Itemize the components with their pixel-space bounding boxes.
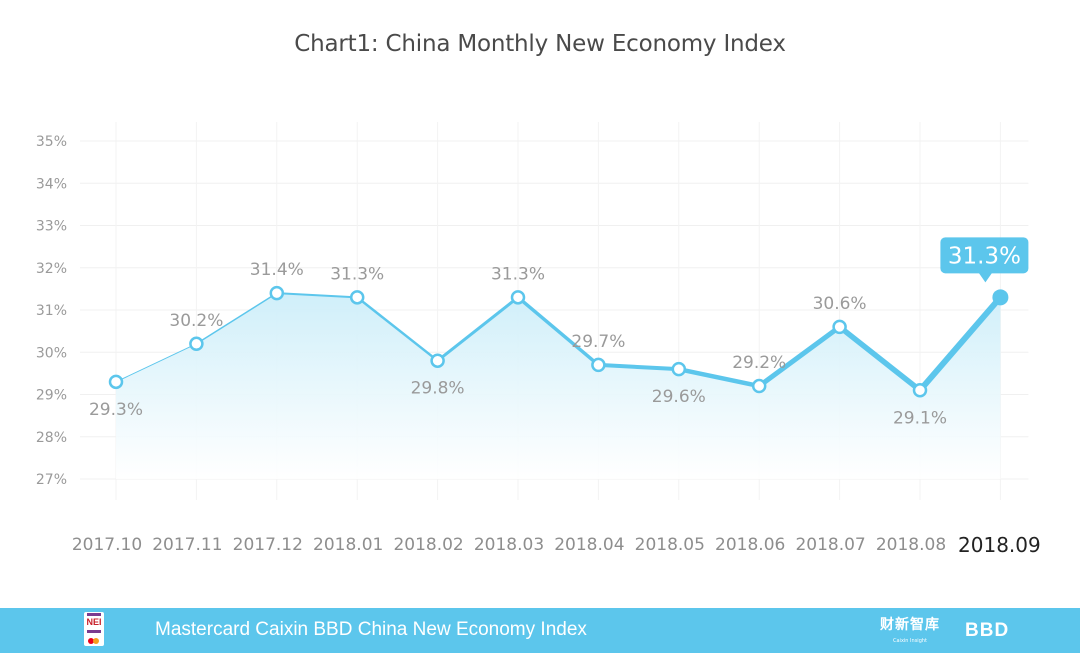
footer-title: Mastercard Caixin BBD China New Economy …: [155, 619, 587, 640]
nei-logo-text: NEI: [86, 617, 102, 627]
y-axis: 27% 28% 29% 30% 31% 32% 33% 34% 35%: [36, 134, 67, 488]
data-label: 31.3%: [491, 264, 545, 284]
series-line-segment: [275, 292, 359, 299]
data-point: [751, 378, 767, 394]
x-tick-label: 2017.12: [233, 535, 303, 555]
x-tick-label: 2018.05: [635, 535, 705, 555]
data-point: [349, 290, 365, 305]
highlight-bubble: [940, 237, 1029, 274]
x-tick-label: 2018.06: [715, 535, 785, 555]
series-line-segment: [516, 295, 601, 367]
caixin-logo-text: 财新智库: [880, 617, 940, 633]
data-point: [832, 319, 847, 335]
data-point: [591, 357, 606, 373]
data-label: 29.2%: [732, 353, 786, 373]
points-layer: [108, 285, 1009, 398]
data-point: [671, 361, 687, 377]
x-tick-label: 2018.01: [313, 535, 383, 555]
y-tick-label: 27%: [36, 472, 67, 488]
bbd-logo: BBD: [965, 620, 1010, 641]
series-line-segment: [195, 292, 278, 345]
data-label: 31.3%: [330, 264, 384, 284]
data-label: 31.4%: [250, 260, 304, 280]
data-label: 29.6%: [652, 387, 706, 407]
caixin-insight-logo: 财新智库 Caixin Insight: [880, 618, 940, 648]
highlight-label: 31.3%: [948, 243, 1021, 269]
y-tick-label: 32%: [36, 261, 67, 277]
data-label: 29.8%: [411, 379, 465, 399]
highlight-callout: 31.3%: [940, 237, 1029, 283]
series-line-segment: [355, 296, 439, 362]
line-layer: [115, 292, 1004, 394]
data-label: 29.3%: [89, 400, 143, 420]
data-labels: 29.3% 30.2% 31.4% 31.3% 29.8% 31.3% 29.7% 29.6%…: [89, 260, 947, 428]
y-tick-label: 29%: [36, 388, 67, 404]
data-point: [510, 290, 526, 305]
area-fill: [116, 293, 1001, 479]
data-point: [992, 289, 1009, 306]
y-tick-label: 34%: [36, 176, 67, 192]
series-line-segment: [756, 324, 843, 389]
data-label: 30.6%: [813, 294, 867, 314]
series-line-segment: [115, 343, 197, 383]
chart-title: Chart1: China Monthly New Economy Index: [294, 31, 786, 57]
x-tick-label: 2017.11: [152, 535, 222, 555]
y-tick-label: 28%: [36, 430, 67, 446]
x-tick-label: 2018.09: [958, 533, 1041, 557]
x-tick-label: 2018.03: [474, 535, 544, 555]
series-line-segment: [436, 295, 520, 363]
data-point: [912, 383, 928, 398]
highlight-pointer: [978, 272, 993, 283]
series-line-segment: [917, 294, 1004, 394]
line-chart: 27%28%29%30%31%32%33%34%35% 2017.10 2017.…: [36, 122, 1041, 557]
x-tick-label: 2018.07: [795, 535, 865, 555]
data-point: [108, 374, 124, 390]
x-tick-label: 2017.10: [72, 535, 142, 555]
data-label: 30.2%: [169, 311, 223, 331]
y-tick-label: 33%: [36, 219, 67, 235]
x-tick-label: 2018.08: [876, 535, 946, 555]
series-line-segment: [596, 362, 681, 372]
series-line-segment: [836, 324, 923, 394]
x-axis: 2017.10 2017.11 2017.12 2018.01 2018.02 2018.…: [72, 533, 1041, 557]
y-tick-label: 30%: [36, 345, 67, 361]
area-layer: [116, 293, 1001, 479]
data-point: [189, 336, 204, 352]
y-tick-label: 31%: [36, 303, 67, 319]
caixin-logo-sub: Caixin Insight: [893, 638, 927, 644]
footer-banner: NEI Mastercard Caixin BBD China New Econ…: [0, 608, 1080, 653]
x-tick-label: 2018.04: [554, 535, 624, 555]
data-label: 29.1%: [893, 408, 947, 428]
y-tick-label: 35%: [36, 134, 67, 150]
data-label: 29.7%: [571, 332, 625, 352]
data-point: [430, 353, 445, 368]
nei-logo: NEI: [84, 612, 104, 646]
series-line-segment: [676, 366, 762, 389]
x-tick-label: 2018.02: [393, 535, 463, 555]
data-point: [269, 285, 285, 301]
